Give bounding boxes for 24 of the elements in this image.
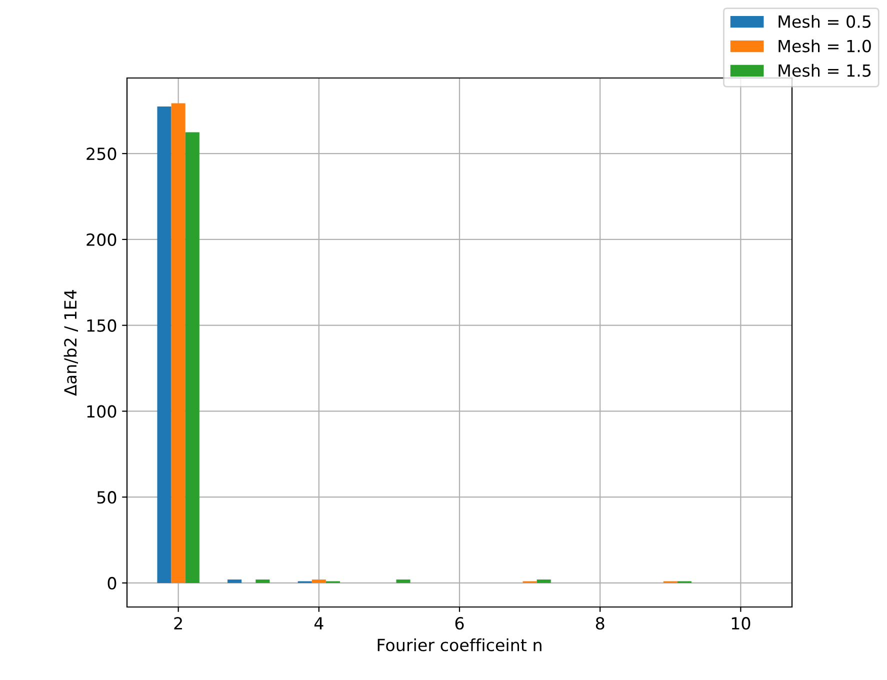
y-axis-title: Δan/b2 / 1E4: [64, 290, 78, 396]
x-tick-label: 4: [314, 617, 324, 630]
bar: [396, 580, 410, 583]
legend-label: Mesh = 1.5: [778, 64, 871, 77]
legend-label: Mesh = 0.5: [778, 15, 871, 28]
x-tick-label: 6: [455, 617, 464, 630]
y-tick-label: 0: [108, 576, 116, 590]
y-tick-label: 100: [87, 405, 116, 418]
bar: [256, 580, 270, 583]
y-tick-label: 50: [97, 491, 116, 504]
legend-label: Mesh = 1.0: [778, 39, 871, 52]
bar: [536, 580, 551, 583]
bar: [228, 580, 242, 583]
y-tick-label: 250: [86, 148, 116, 160]
bar: [185, 132, 200, 583]
x-axis-title: Fourier coefficeint n: [378, 638, 542, 652]
bar: [157, 106, 172, 583]
x-tick-label: 2: [174, 617, 182, 630]
x-tick-label: 8: [596, 617, 604, 630]
x-tick-label: 10: [732, 617, 750, 630]
y-tick-label: 150: [87, 319, 116, 332]
bar: [312, 580, 326, 583]
bar: [171, 103, 186, 583]
y-tick-label: 200: [86, 233, 116, 246]
